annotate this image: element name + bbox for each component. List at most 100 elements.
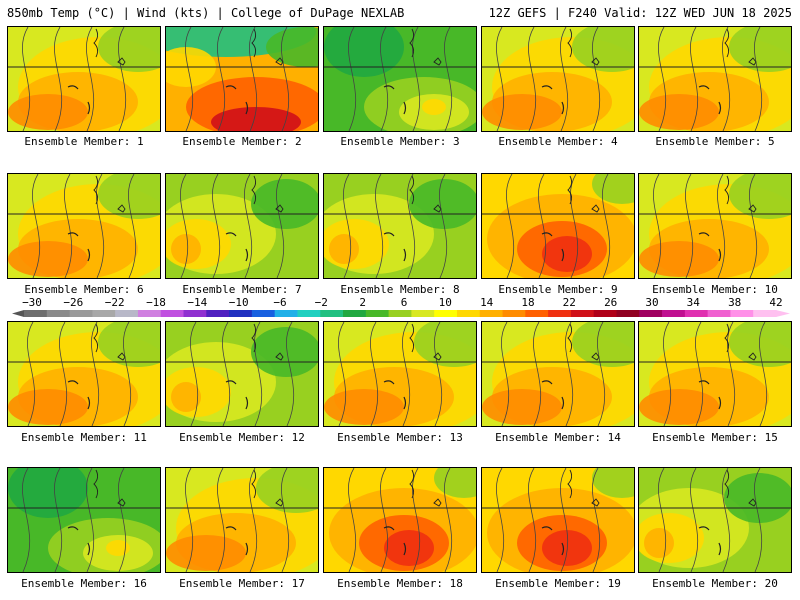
temperature-field	[8, 468, 160, 572]
ensemble-member-label: Ensemble Member: 15	[652, 431, 778, 444]
colorbar-tick-label: −2	[315, 296, 328, 309]
ensemble-member-label: Ensemble Member: 5	[655, 135, 775, 148]
temperature-field	[166, 322, 318, 426]
ensemble-member-label: Ensemble Member: 3	[340, 135, 460, 148]
temperature-field	[166, 27, 318, 131]
ensemble-member-map	[323, 321, 477, 427]
colorbar-swatch	[639, 310, 663, 317]
ensemble-member-map	[323, 173, 477, 279]
ensemble-member-map	[638, 173, 792, 279]
ensemble-member-map	[323, 26, 477, 132]
colorbar-tick-label: −30	[22, 296, 42, 309]
colorbar-swatch	[753, 310, 777, 317]
ensemble-member-label: Ensemble Member: 18	[337, 577, 463, 590]
colorbar-swatch	[388, 310, 412, 317]
ensemble-member-label: Ensemble Member: 4	[498, 135, 618, 148]
colorbar-tick-label: −10	[229, 296, 249, 309]
colorbar-tick-label: 38	[728, 296, 741, 309]
temperature-field	[324, 27, 476, 131]
colorbar-swatch	[160, 310, 184, 317]
colorbar-swatch	[616, 310, 640, 317]
colorbar-swatch	[684, 310, 709, 317]
colorbar-swatch	[525, 310, 549, 317]
ensemble-member-label: Ensemble Member: 17	[179, 577, 305, 590]
temperature-field	[482, 322, 634, 426]
colorbar-tick-label: 30	[645, 296, 658, 309]
ensemble-member-label: Ensemble Member: 9	[498, 283, 618, 296]
colorbar-tick-label: −6	[273, 296, 286, 309]
ensemble-member-map	[7, 26, 161, 132]
colorbar-tick-label: 18	[521, 296, 534, 309]
ensemble-member-map	[481, 26, 635, 132]
temperature-field	[639, 468, 791, 572]
colorbar-swatch	[502, 310, 526, 317]
temperature-colorbar: −30 −26 −22 −18 −14 −10 −6 −2 2 6 10 14 18 22 26 30 34 38…	[12, 296, 790, 317]
colorbar-swatch	[730, 310, 754, 317]
colorbar-tick-label: 42	[769, 296, 782, 309]
temperature-field	[482, 174, 634, 278]
ensemble-member-map	[481, 321, 635, 427]
ensemble-member-map	[165, 321, 319, 427]
ensemble-member-map	[638, 467, 792, 573]
temperature-field	[482, 468, 634, 572]
colorbar-swatch	[570, 310, 595, 317]
colorbar-swatch	[24, 310, 48, 317]
colorbar-swatch	[183, 310, 207, 317]
colorbar-swatch	[593, 310, 617, 317]
ensemble-member-label: Ensemble Member: 8	[340, 283, 460, 296]
colorbar-swatch	[411, 310, 435, 317]
temperature-field	[166, 174, 318, 278]
map-title: 850mb Temp (°C) | Wind (kts) | College o…	[7, 6, 405, 20]
ensemble-member-map	[481, 173, 635, 279]
temperature-field	[8, 322, 160, 426]
colorbar-swatch	[115, 310, 139, 317]
colorbar-swatch	[274, 310, 298, 317]
colorbar-swatch	[297, 310, 321, 317]
temperature-field	[639, 27, 791, 131]
temperature-field	[639, 174, 791, 278]
colorbar-swatch	[69, 310, 93, 317]
colorbar-swatch	[206, 310, 230, 317]
ensemble-member-map	[165, 26, 319, 132]
colorbar-swatch	[434, 310, 458, 317]
colorbar-swatch	[707, 310, 731, 317]
colorbar-swatch	[662, 310, 686, 317]
ensemble-member-label: Ensemble Member: 14	[495, 431, 621, 444]
temperature-field	[324, 468, 476, 572]
ensemble-member-label: Ensemble Member: 16	[21, 577, 147, 590]
colorbar-swatch	[137, 310, 162, 317]
ensemble-member-label: Ensemble Member: 1	[24, 135, 144, 148]
ensemble-member-label: Ensemble Member: 6	[24, 283, 144, 296]
ensemble-member-map	[7, 467, 161, 573]
colorbar-swatch	[343, 310, 367, 317]
ensemble-member-map	[638, 321, 792, 427]
ensemble-member-label: Ensemble Member: 10	[652, 283, 778, 296]
colorbar-tick-label: −26	[63, 296, 83, 309]
temperature-field	[8, 174, 160, 278]
colorbar-tick-label: 26	[604, 296, 617, 309]
ensemble-member-map	[323, 467, 477, 573]
ensemble-member-map	[7, 321, 161, 427]
colorbar-swatch	[92, 310, 116, 317]
colorbar-tick-label: 22	[563, 296, 576, 309]
temperature-field	[639, 322, 791, 426]
colorbar-tick-label: 14	[480, 296, 494, 309]
colorbar-tick-label: 34	[687, 296, 701, 309]
ensemble-member-label: Ensemble Member: 20	[652, 577, 778, 590]
ensemble-member-label: Ensemble Member: 12	[179, 431, 305, 444]
ensemble-member-map	[481, 467, 635, 573]
colorbar-swatch	[320, 310, 344, 317]
ensemble-member-label: Ensemble Member: 11	[21, 431, 147, 444]
colorbar-tick-label: −18	[146, 296, 166, 309]
colorbar-swatch	[365, 310, 390, 317]
temperature-field	[166, 468, 318, 572]
ensemble-member-map	[165, 467, 319, 573]
colorbar-tick-label: 10	[439, 296, 452, 309]
temperature-field	[8, 27, 160, 131]
colorbar-swatch	[479, 310, 503, 317]
ensemble-member-map	[638, 26, 792, 132]
colorbar-tick-label: −22	[105, 296, 125, 309]
colorbar-swatch	[229, 310, 253, 317]
temperature-field	[324, 174, 476, 278]
colorbar-swatch	[548, 310, 572, 317]
